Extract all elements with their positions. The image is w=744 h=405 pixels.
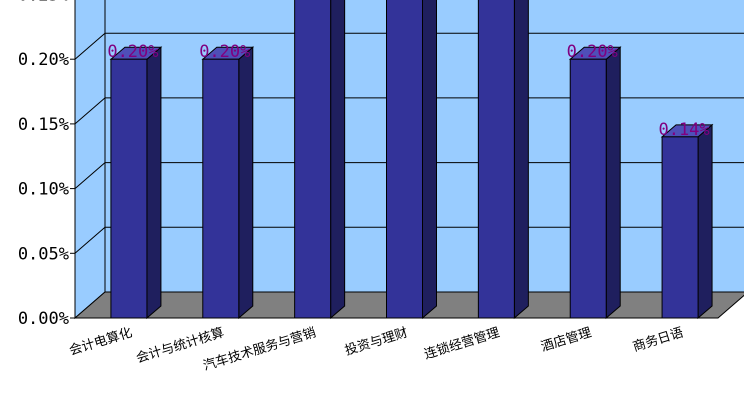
bar — [477, 0, 529, 320]
bar-side — [238, 46, 254, 320]
bar-side — [697, 123, 713, 320]
bar — [660, 123, 714, 320]
bar-side — [422, 0, 437, 320]
value-labels: 0.20%0.20%0.27%0.27%0.41%0.20%0.14% — [107, 42, 709, 140]
bar-front — [202, 58, 240, 319]
bar-front — [477, 0, 515, 319]
gridlines — [74, 32, 744, 254]
category-label: 连锁经营管理 — [422, 325, 501, 363]
bar — [386, 0, 437, 320]
y-tick-label: 0.15% — [18, 115, 69, 135]
value-label: 0.20% — [199, 42, 250, 62]
bar-front — [110, 58, 148, 319]
gridline — [74, 97, 744, 125]
gridline — [74, 162, 744, 189]
gridline — [74, 32, 744, 60]
bar — [201, 46, 255, 320]
bar-side — [605, 46, 621, 320]
value-label: 0.20% — [107, 42, 158, 62]
y-tick-label: 0.00% — [18, 309, 69, 329]
gridline — [74, 226, 744, 254]
side-wall — [74, 0, 106, 320]
value-label: 0.20% — [567, 42, 618, 62]
y-tick-label: 0.10% — [18, 180, 69, 200]
bar-side — [146, 46, 162, 320]
y-tick-label: 0.20% — [18, 50, 69, 70]
bar — [568, 46, 622, 320]
value-label: 0.14% — [658, 120, 709, 140]
bar — [294, 0, 346, 320]
category-label: 商务日语 — [631, 325, 685, 356]
bar-front — [294, 0, 332, 319]
category-label: 投资与理财 — [343, 325, 410, 359]
bar-side — [513, 0, 529, 320]
bar-front — [569, 58, 607, 319]
category-label: 酒店管理 — [539, 325, 593, 355]
y-axis-tick-labels: 0.00%0.05%0.10%0.15%0.20%0.25%0.30%0.35%… — [18, 0, 69, 329]
bars — [109, 0, 714, 320]
bar-front — [661, 136, 699, 319]
y-tick-label: 0.05% — [18, 244, 69, 264]
bar-front — [386, 0, 423, 319]
bar-side — [330, 0, 346, 320]
category-label: 会计电算化 — [68, 325, 135, 358]
y-tick-label: 0.25% — [18, 0, 69, 6]
bar — [109, 46, 163, 320]
